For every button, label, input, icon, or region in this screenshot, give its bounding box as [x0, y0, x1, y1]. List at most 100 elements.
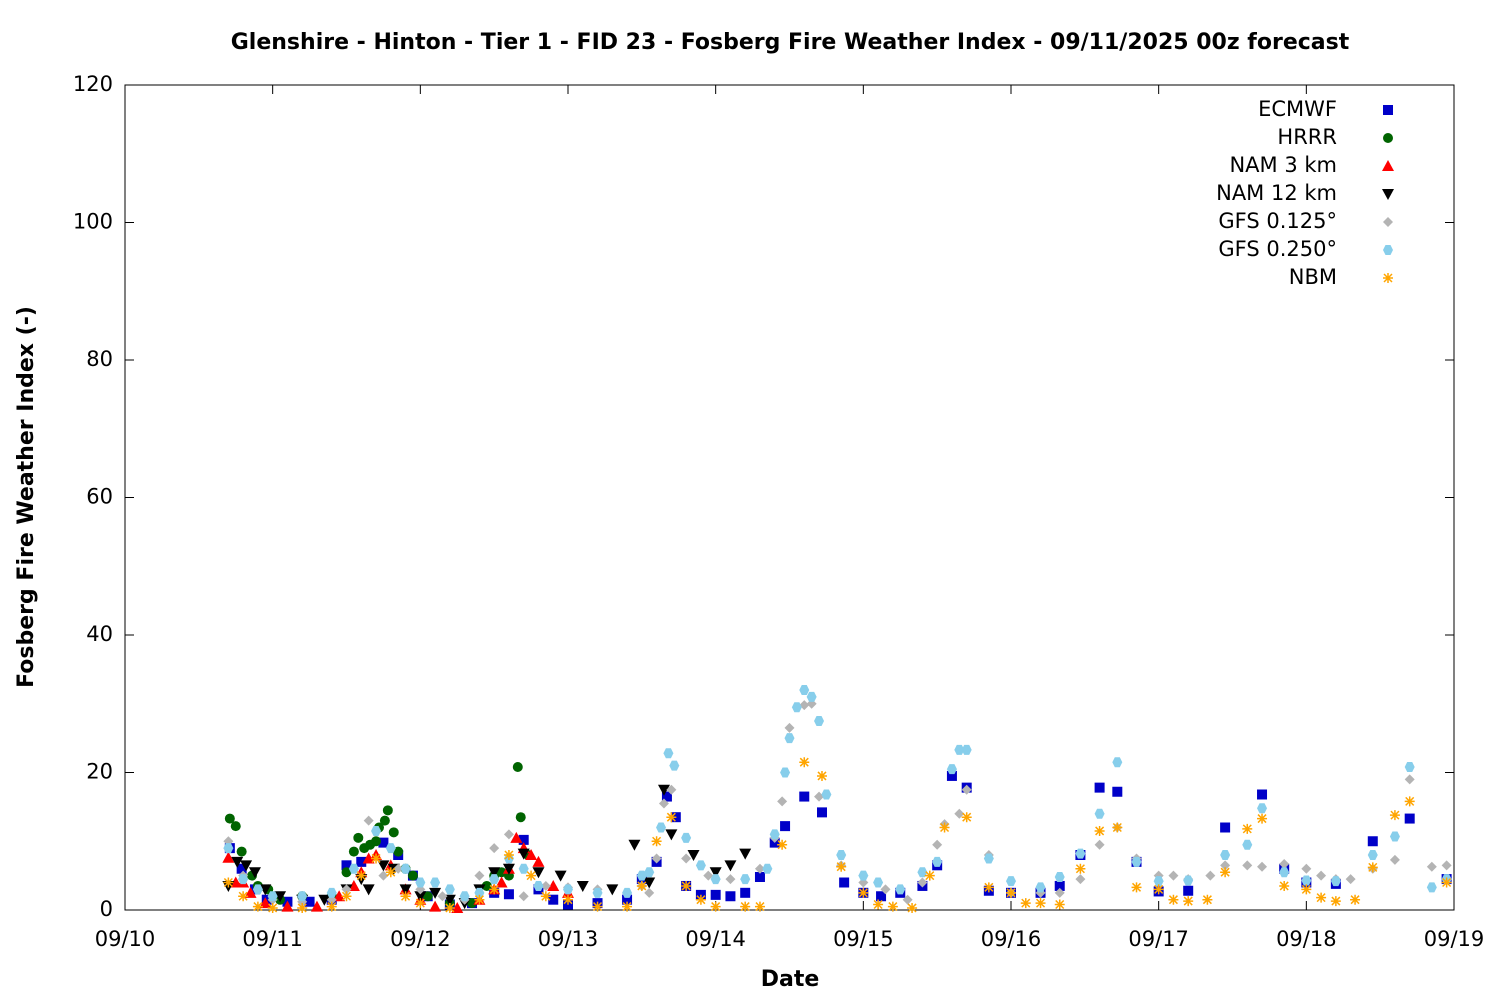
- data-point: [503, 889, 514, 900]
- data-point: [663, 748, 674, 759]
- y-tick-label: 20: [86, 760, 113, 784]
- x-tick-label: 09/10: [95, 927, 156, 951]
- data-point: [628, 839, 641, 851]
- data-point: [839, 877, 850, 888]
- data-point: [1404, 796, 1415, 807]
- legend-marker: [1382, 189, 1394, 200]
- data-point: [252, 884, 263, 895]
- data-point: [876, 891, 887, 902]
- data-point: [1330, 876, 1341, 887]
- data-point: [769, 829, 780, 840]
- x-tick-label: 09/16: [981, 927, 1042, 951]
- data-point: [1367, 862, 1378, 873]
- data-point: [510, 831, 523, 843]
- data-point: [873, 899, 884, 910]
- x-tick-label: 09/13: [538, 927, 599, 951]
- data-point: [518, 863, 529, 874]
- data-point: [563, 884, 573, 895]
- data-point: [393, 863, 404, 874]
- legend-label: NAM 12 km: [1216, 181, 1337, 205]
- legend-label: ECMWF: [1258, 97, 1337, 121]
- data-point: [666, 784, 677, 795]
- data-point: [503, 850, 514, 860]
- data-point: [222, 851, 235, 863]
- data-point: [223, 843, 234, 854]
- data-point: [924, 870, 935, 881]
- legend-label: NAM 3 km: [1229, 153, 1337, 177]
- y-tick-label: 120: [73, 72, 113, 96]
- data-point: [665, 829, 678, 841]
- data-point: [512, 762, 523, 773]
- data-point: [657, 784, 670, 796]
- data-point: [1006, 876, 1016, 887]
- data-point: [576, 880, 589, 892]
- data-point: [274, 891, 287, 903]
- data-point: [791, 702, 802, 713]
- data-point: [1389, 854, 1400, 865]
- data-point: [651, 836, 662, 847]
- data-point: [547, 879, 560, 891]
- data-point: [1131, 856, 1142, 867]
- data-point: [709, 867, 722, 879]
- legend-marker: [1383, 133, 1393, 143]
- data-point: [224, 813, 235, 824]
- data-point: [489, 843, 500, 854]
- data-point: [681, 853, 692, 864]
- data-point: [816, 770, 827, 781]
- data-point: [533, 880, 544, 891]
- data-point: [437, 891, 448, 902]
- data-point: [1441, 860, 1452, 871]
- data-point: [415, 898, 426, 909]
- data-point: [961, 784, 972, 795]
- data-point: [1094, 808, 1105, 819]
- data-point: [532, 867, 545, 879]
- data-point: [724, 860, 737, 872]
- data-point: [1404, 762, 1415, 772]
- x-tick-label: 09/18: [1276, 927, 1337, 951]
- legend-marker: [1383, 273, 1393, 283]
- data-point: [983, 853, 994, 864]
- data-point: [1367, 836, 1378, 847]
- data-point: [459, 891, 470, 902]
- data-point: [385, 843, 396, 854]
- data-point: [1202, 894, 1213, 905]
- data-point: [887, 901, 898, 912]
- data-point: [644, 867, 655, 878]
- data-point: [1242, 823, 1253, 834]
- data-point: [1094, 825, 1105, 836]
- data-point: [1257, 789, 1268, 800]
- x-tick-label: 09/11: [242, 927, 303, 951]
- data-point: [318, 894, 331, 906]
- data-point: [754, 901, 765, 912]
- data-point: [1183, 885, 1194, 896]
- data-point: [961, 812, 972, 823]
- data-point: [799, 757, 810, 768]
- data-point: [362, 852, 375, 864]
- data-point: [362, 884, 375, 896]
- data-point: [371, 853, 382, 864]
- data-point: [606, 884, 619, 896]
- data-point: [548, 894, 559, 905]
- data-point: [656, 822, 667, 833]
- x-tick-label: 09/12: [390, 927, 451, 951]
- data-point: [400, 891, 411, 902]
- data-point: [695, 860, 706, 871]
- data-point: [658, 798, 669, 809]
- data-point: [326, 887, 337, 898]
- data-point: [1220, 822, 1231, 833]
- data-point: [517, 848, 530, 860]
- data-point: [236, 846, 247, 857]
- y-tick-label: 40: [86, 622, 113, 646]
- data-point: [554, 870, 567, 882]
- data-point: [515, 812, 526, 823]
- data-point: [983, 882, 994, 893]
- data-point: [799, 700, 810, 711]
- data-point: [474, 870, 485, 881]
- data-point: [238, 874, 249, 885]
- data-point: [799, 685, 810, 695]
- data-point: [932, 856, 943, 867]
- data-point: [636, 880, 647, 891]
- data-point: [1301, 863, 1312, 874]
- data-point: [1112, 786, 1123, 797]
- data-point: [939, 822, 950, 833]
